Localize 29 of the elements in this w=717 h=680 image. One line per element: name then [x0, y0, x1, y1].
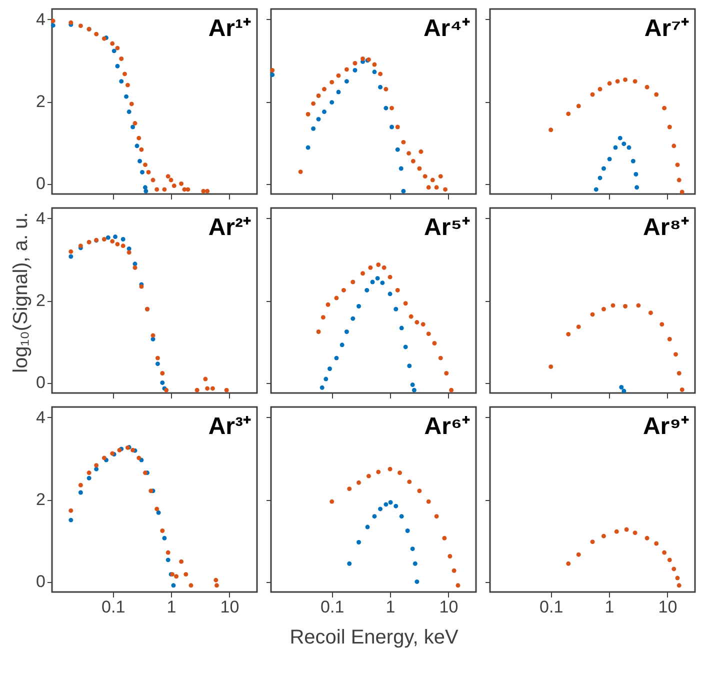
y-tick-label: 2 — [36, 92, 46, 111]
chart-title: Ar⁶⁺ — [424, 413, 470, 440]
y-tick-label: 2 — [36, 291, 46, 310]
chart-title: Ar⁸⁺ — [642, 214, 689, 241]
chart-title: Ar⁴⁺ — [423, 15, 470, 42]
x-tick-label: 1 — [386, 598, 396, 616]
chart-title: Ar¹⁺ — [208, 15, 251, 42]
x-tick-label: 1 — [604, 598, 614, 616]
x-tick-label: 10 — [658, 598, 678, 616]
y-tick-label: 4 — [36, 208, 46, 228]
y-axis-title: log₁₀(Signal), a. u. — [10, 212, 32, 373]
y-tick-label: 0 — [36, 572, 46, 592]
y-tick-label: 0 — [36, 373, 46, 392]
x-tick-label: 10 — [220, 598, 240, 616]
x-tick-label: 1 — [166, 598, 176, 616]
x-tick-label: 10 — [439, 598, 458, 616]
x-axis-title: Recoil Energy, keV — [290, 626, 459, 648]
y-tick-label: 4 — [36, 408, 46, 427]
chart-title: Ar⁵⁺ — [424, 214, 470, 241]
chart-title: Ar³⁺ — [208, 413, 251, 440]
x-tick-label: 0.1 — [320, 598, 344, 616]
chart-title: Ar⁹⁺ — [642, 413, 689, 440]
chart-title: Ar⁷⁺ — [644, 15, 689, 42]
x-tick-label: 0.1 — [102, 598, 126, 616]
y-tick-label: 2 — [36, 490, 46, 509]
y-tick-label: 4 — [36, 10, 46, 29]
y-tick-label: 0 — [36, 174, 46, 194]
chart-title: Ar²⁺ — [208, 214, 251, 241]
x-tick-label: 0.1 — [540, 598, 564, 616]
